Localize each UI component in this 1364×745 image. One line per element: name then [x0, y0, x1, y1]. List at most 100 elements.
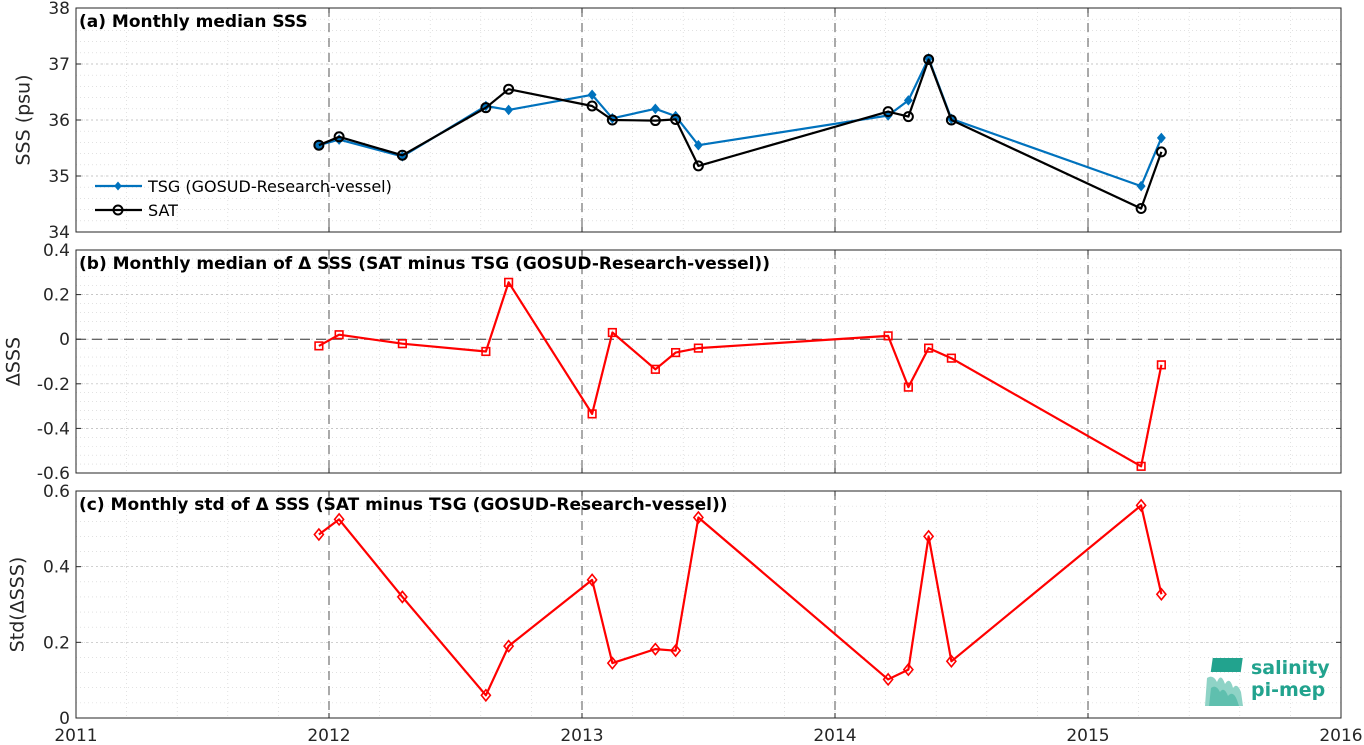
- data-point-diamond: [396, 590, 408, 604]
- y-tick-label: 37: [48, 55, 70, 75]
- legend-marker-diamond: [114, 181, 122, 191]
- data-point-circle: [945, 114, 957, 126]
- data-point-diamond: [503, 639, 515, 653]
- data-point-diamond: [1155, 587, 1167, 602]
- y-tick-label: 36: [48, 111, 70, 131]
- data-point-diamond: [504, 104, 514, 116]
- data-point-circle: [670, 113, 682, 125]
- salinity-pi-mep-logo: salinity pi-mep: [1203, 656, 1333, 708]
- data-point-circle: [503, 83, 515, 95]
- data-point-circle: [586, 100, 598, 112]
- plot-area: [76, 250, 1341, 473]
- logo-text-pi-mep: pi-mep: [1251, 679, 1326, 701]
- series-line-2-0: [318, 504, 1163, 697]
- logo-wave-icon: [1205, 658, 1243, 706]
- y-tick-label: 34: [48, 223, 70, 243]
- legend-marker-circle: [112, 204, 124, 216]
- data-point-circle: [649, 115, 661, 127]
- data-point-circle: [396, 149, 408, 161]
- data-point-square: [1156, 360, 1166, 370]
- y-tick-label: 0.4: [43, 558, 70, 578]
- data-point-square: [481, 346, 491, 357]
- data-point-diamond: [649, 642, 661, 656]
- y-axis-label: Std(ΔSSS): [7, 557, 29, 653]
- data-point-diamond: [480, 688, 492, 703]
- x-tick-label: 2011: [54, 726, 97, 745]
- data-point-square: [1136, 461, 1146, 471]
- panel-b-monthly-median-delta-sss: -0.6 -0.4 -0.2 0 0.2 0.4 ΔSSS (b) Monthly media…: [3, 241, 1342, 484]
- data-point-diamond: [923, 529, 935, 544]
- x-tick-label: 2014: [813, 726, 856, 745]
- axes-frame: [75, 249, 1342, 474]
- panel-title: (a) Monthly median SSS: [79, 12, 308, 32]
- plot-area: [76, 491, 1341, 718]
- panel-title: (c) Monthly std of Δ SSS (SAT minus TSG …: [79, 495, 727, 515]
- data-point-diamond: [1136, 180, 1146, 192]
- y-tick-label: 38: [48, 0, 70, 19]
- data-point-circle: [606, 114, 618, 126]
- data-point-diamond: [586, 573, 598, 587]
- data-point-square: [671, 347, 681, 358]
- data-point-square: [397, 339, 407, 349]
- data-point-circle: [313, 139, 325, 151]
- legend: TSG (GOSUD-Research-vessel) SAT: [95, 177, 392, 220]
- legend-entry: SAT: [148, 201, 178, 220]
- data-point-square: [924, 343, 934, 353]
- data-point-square: [314, 341, 324, 351]
- series-line-1-0: [318, 281, 1163, 468]
- y-axis-label: ΔSSS: [3, 337, 25, 386]
- panel-c-monthly-std-delta-sss: 0 0.2 0.4 0.6 2011 2012 2013 2014 2015 2016 Std(ΔS…: [7, 482, 1363, 745]
- y-tick-label: -0.2: [37, 375, 70, 395]
- y-tick-label: 0.2: [43, 633, 70, 653]
- data-point-circle: [882, 106, 894, 118]
- data-point-diamond: [1135, 498, 1147, 513]
- axes-frame: [75, 490, 1342, 719]
- data-point-square: [946, 353, 956, 363]
- data-point-square: [693, 343, 703, 353]
- x-tick-label: 2013: [560, 726, 603, 745]
- data-point-diamond: [693, 139, 703, 151]
- data-point-circle: [1135, 202, 1147, 214]
- data-point-diamond: [313, 527, 325, 542]
- data-point-square: [334, 330, 344, 340]
- y-tick-label: 35: [48, 167, 70, 187]
- data-point-circle: [333, 131, 345, 143]
- panel-title: (b) Monthly median of Δ SSS (SAT minus T…: [79, 254, 770, 274]
- data-point-diamond: [670, 643, 682, 658]
- y-tick-label: 0.6: [43, 482, 70, 502]
- data-point-diamond: [882, 672, 894, 687]
- data-point-circle: [1155, 146, 1167, 158]
- series-line-0-1: [318, 58, 1163, 210]
- data-point-square: [607, 327, 617, 338]
- data-point-square: [903, 382, 913, 392]
- data-point-square: [587, 409, 597, 419]
- legend-entry: TSG (GOSUD-Research-vessel): [147, 177, 392, 196]
- y-tick-label: -0.6: [37, 464, 70, 484]
- x-tick-label: 2016: [1319, 726, 1362, 745]
- data-point-diamond: [587, 89, 597, 101]
- data-point-diamond: [650, 103, 660, 115]
- data-point-diamond: [902, 662, 914, 677]
- data-point-circle: [480, 102, 492, 114]
- y-tick-label: 0: [59, 709, 70, 729]
- logo-text-salinity: salinity: [1251, 657, 1330, 679]
- data-point-diamond: [606, 656, 618, 670]
- data-point-square: [650, 364, 660, 374]
- data-point-square: [504, 277, 514, 287]
- panel-a-monthly-median-sss: 34 35 36 37 38 SSS (psu) (a) Monthly median SS…: [13, 0, 1342, 243]
- data-point-diamond: [945, 654, 957, 669]
- y-tick-label: -0.4: [37, 419, 70, 439]
- y-tick-label: 0: [59, 330, 70, 350]
- data-point-circle: [902, 111, 914, 123]
- y-tick-label: 0.4: [43, 241, 70, 261]
- data-point-circle: [692, 160, 704, 172]
- y-tick-label: 0.2: [43, 286, 70, 306]
- data-point-diamond: [692, 510, 704, 525]
- x-tick-label: 2012: [307, 726, 350, 745]
- y-axis-label: SSS (psu): [13, 74, 35, 165]
- data-point-circle: [923, 54, 935, 66]
- data-point-diamond: [333, 512, 345, 527]
- data-point-diamond: [903, 95, 913, 106]
- x-tick-label: 2015: [1066, 726, 1109, 745]
